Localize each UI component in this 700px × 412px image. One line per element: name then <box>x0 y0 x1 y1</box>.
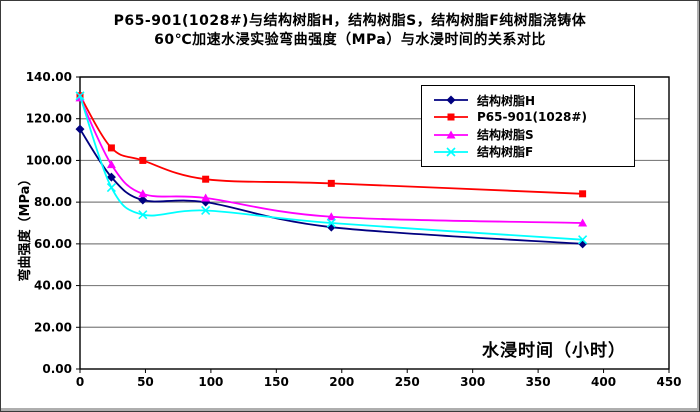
legend-marker-3 <box>446 147 456 157</box>
data-point-3-4 <box>326 218 336 228</box>
x-tick-label: 250 <box>395 375 420 389</box>
data-point-1-2 <box>139 156 147 164</box>
square-legend-marker-icon <box>434 113 468 121</box>
data-point-1-3 <box>202 175 210 183</box>
x-tick-label: 100 <box>198 375 223 389</box>
x-tick-label: 0 <box>76 375 84 389</box>
legend-item-label: 结构树脂F <box>477 145 534 160</box>
y-tick-label: 60.00 <box>34 237 72 251</box>
x-tick-label: 450 <box>656 375 681 389</box>
y-tick-label: 20.00 <box>34 320 72 334</box>
data-point-0-2 <box>138 195 148 205</box>
data-point-3-1 <box>106 182 116 193</box>
x-legend-marker-icon <box>434 147 468 157</box>
x-tick-label: 150 <box>264 375 289 389</box>
x-tick-label: 50 <box>137 375 154 389</box>
chart-title: P65-901(1028#)与结构树脂H，结构树脂S，结构树脂F纯树脂浇铸体 6… <box>1 12 699 50</box>
legend-item: 结构树脂H <box>434 92 634 108</box>
x-axis-title: 水浸时间（小时） <box>482 341 626 361</box>
data-point-2-1 <box>106 160 116 169</box>
data-point-3-3 <box>201 205 211 216</box>
data-point-2-2 <box>138 189 148 198</box>
legend-marker-0 <box>446 95 456 105</box>
legend-item-label: P65-901(1028#) <box>477 110 587 125</box>
data-point-2-5 <box>578 218 588 227</box>
x-tick-label: 200 <box>329 375 354 389</box>
legend-item: 结构树脂F <box>434 144 634 160</box>
legend-item-label: 结构树脂H <box>477 93 536 108</box>
y-tick-label: 120.00 <box>26 112 72 126</box>
x-tick-label: 350 <box>526 375 551 389</box>
chart-title-line1: P65-901(1028#)与结构树脂H，结构树脂S，结构树脂F纯树脂浇铸体 <box>113 13 587 29</box>
data-point-3-5 <box>578 235 588 245</box>
diamond-legend-marker-icon <box>434 95 468 105</box>
legend-item: P65-901(1028#) <box>434 109 634 125</box>
data-point-2-4 <box>326 212 336 221</box>
data-point-3-2 <box>138 210 148 220</box>
x-tick-label: 400 <box>591 375 616 389</box>
data-point-1-5 <box>579 190 587 198</box>
data-point-1-4 <box>327 179 335 187</box>
triangle-legend-marker-icon <box>434 130 468 139</box>
data-point-3-0 <box>75 91 85 101</box>
plot-border <box>79 76 670 370</box>
y-tick-label: 80.00 <box>34 195 72 209</box>
data-point-0-0 <box>75 124 85 134</box>
y-tick-label: 0.00 <box>42 362 72 376</box>
y-tick-label: 140.00 <box>26 70 72 84</box>
legend-marker-2 <box>446 130 456 139</box>
legend: 结构树脂H P65-901(1028#) 结构树脂S 结构树脂F <box>421 85 635 167</box>
chart-title-line2: 60℃加速水浸实验弯曲强度（MPa）与水浸时间的关系对比 <box>154 32 546 48</box>
y-tick-label: 40.00 <box>34 279 72 293</box>
data-point-0-1 <box>106 172 116 182</box>
data-point-2-3 <box>201 193 211 202</box>
y-tick-label: 100.00 <box>26 153 72 167</box>
legend-item-label: 结构树脂S <box>477 128 534 143</box>
data-point-1-1 <box>107 144 115 152</box>
legend-item: 结构树脂S <box>434 127 634 143</box>
legend-marker-1 <box>447 113 455 121</box>
x-tick-label: 300 <box>460 375 485 389</box>
